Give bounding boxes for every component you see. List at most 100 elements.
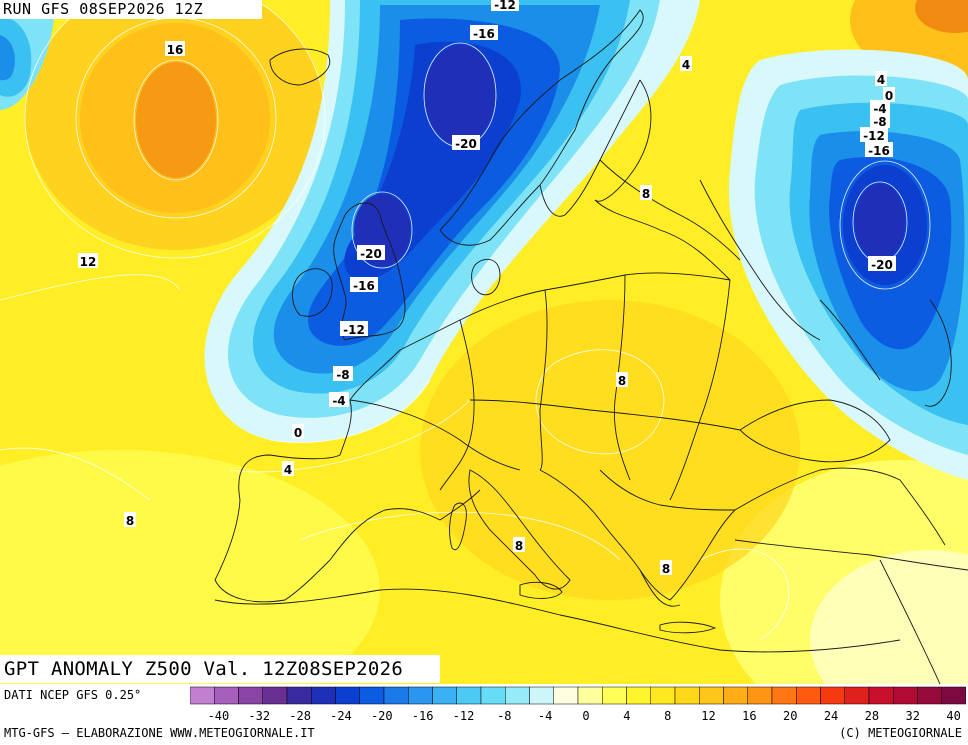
color-scale-cell bbox=[529, 686, 554, 705]
contour-label-bg bbox=[513, 537, 525, 552]
contour-label: -4 bbox=[873, 102, 886, 116]
contour-label-bg bbox=[124, 512, 136, 527]
contour-label: -4 bbox=[332, 394, 345, 408]
color-scale-cell bbox=[674, 686, 700, 705]
contour-label: 8 bbox=[618, 374, 626, 388]
color-scale-cell bbox=[602, 686, 627, 705]
color-scale-cell bbox=[893, 686, 918, 705]
color-scale-cell bbox=[383, 686, 409, 705]
color-scale-cell bbox=[553, 686, 579, 705]
contour-label: 12 bbox=[80, 255, 97, 269]
contour-label-bg bbox=[616, 372, 628, 387]
contour-label: 0 bbox=[294, 426, 302, 440]
contour-label-bg bbox=[875, 71, 887, 86]
color-scale-cell bbox=[505, 686, 530, 705]
credit-left: MTG-GFS – ELABORAZIONE WWW.METEOGIORNALE… bbox=[4, 726, 315, 740]
contour-label-bg bbox=[860, 127, 888, 142]
color-scale-cell bbox=[868, 686, 894, 705]
color-scale-cell bbox=[577, 686, 603, 705]
color-scale-tick-label: 16 bbox=[742, 709, 756, 723]
color-scale-cell bbox=[699, 686, 724, 705]
color-scale-legend: -40 -32 -28 -24 -20 -16 -12 -8 -4 0 4 8 12 16 20 24 28 32… bbox=[190, 686, 966, 723]
color-scale-cell bbox=[723, 686, 748, 705]
contour-label-bg bbox=[350, 277, 378, 292]
color-scale-cell bbox=[820, 686, 845, 705]
contour-label: -8 bbox=[873, 115, 886, 129]
contour-label: -16 bbox=[473, 27, 495, 41]
contour-label-bg bbox=[868, 256, 896, 271]
contour-label-bg bbox=[78, 253, 98, 268]
coastlines bbox=[214, 9, 968, 684]
color-scale-tick-label: 4 bbox=[623, 709, 630, 723]
contour-label-bg bbox=[640, 185, 652, 200]
contour-label-bg bbox=[660, 560, 672, 575]
contour-label-bg bbox=[452, 135, 480, 150]
color-scale-cell bbox=[359, 686, 385, 705]
color-scale-cell bbox=[796, 686, 821, 705]
color-scale-tick-label: 12 bbox=[701, 709, 715, 723]
color-scale-tick-label: -12 bbox=[453, 709, 475, 723]
contour-label-bg bbox=[470, 25, 498, 40]
contour-label: 0 bbox=[885, 89, 893, 103]
color-scale-tick-label: 8 bbox=[664, 709, 671, 723]
color-scale-tick-label: 20 bbox=[783, 709, 797, 723]
color-scale-cell bbox=[747, 686, 773, 705]
color-scale-cell bbox=[408, 686, 433, 705]
contour-label-bg bbox=[491, 0, 519, 11]
contour-label: -16 bbox=[353, 279, 375, 293]
color-scale-cell bbox=[190, 686, 215, 705]
color-scale-tick-label: 24 bbox=[824, 709, 838, 723]
run-label: RUN GFS 08SEP2026 12Z bbox=[0, 0, 262, 19]
contour-label: 8 bbox=[642, 187, 650, 201]
color-scale-cell bbox=[432, 686, 457, 705]
contour-label: -12 bbox=[863, 129, 885, 143]
contour-label-bg bbox=[329, 392, 349, 407]
color-scale-tick-label: 40 bbox=[946, 709, 960, 723]
color-scale-cell bbox=[335, 686, 360, 705]
contour-label-bg bbox=[340, 321, 368, 336]
color-scale-tick-label: 32 bbox=[906, 709, 920, 723]
contour-label: 8 bbox=[515, 539, 523, 553]
color-scale-cell bbox=[917, 686, 942, 705]
contour-label-bg bbox=[282, 461, 294, 476]
contour-label: 4 bbox=[682, 58, 690, 72]
contour-label: -8 bbox=[336, 368, 349, 382]
data-source-label: DATI NCEP GFS 0.25° bbox=[4, 688, 142, 702]
contour-label-bg bbox=[292, 424, 304, 439]
contour-label: -12 bbox=[343, 323, 365, 337]
contour-label: 16 bbox=[167, 43, 184, 57]
anomaly-map: 1612-12-16-204-20-16-12-8-4048888840-4-8… bbox=[0, 0, 968, 684]
color-scale-tick-label: -40 bbox=[208, 709, 230, 723]
contour-labels: 1612-12-16-204-20-16-12-8-4048888840-4-8… bbox=[78, 0, 896, 576]
color-scale-cell bbox=[626, 686, 651, 705]
contour-label: 4 bbox=[877, 73, 885, 87]
color-scale-cell bbox=[214, 686, 239, 705]
contour-label: 4 bbox=[284, 463, 292, 477]
contour-label-bg bbox=[870, 113, 890, 128]
footer: DATI NCEP GFS 0.25° -40 -32 -28 -24 -20 -16 -1… bbox=[0, 684, 968, 745]
contour-label-bg bbox=[883, 87, 895, 102]
trough-west bbox=[204, 0, 700, 443]
color-scale-cell bbox=[844, 686, 870, 705]
contour-label-bg bbox=[333, 366, 353, 381]
color-scale-cell bbox=[771, 686, 797, 705]
color-scale-tick-label: -8 bbox=[497, 709, 511, 723]
contour-label: 8 bbox=[126, 514, 134, 528]
color-scale-tick-label: -28 bbox=[289, 709, 311, 723]
contour-label-bg bbox=[865, 142, 893, 157]
color-scale-cell bbox=[941, 686, 966, 705]
contour-label: -20 bbox=[455, 137, 477, 151]
color-scale-tick-label: -20 bbox=[371, 709, 393, 723]
color-scale-cell bbox=[238, 686, 263, 705]
contour-label: -20 bbox=[360, 247, 382, 261]
contour-label-bg bbox=[680, 56, 692, 71]
color-scale-cell bbox=[286, 686, 312, 705]
color-scale-cell bbox=[480, 686, 506, 705]
color-scale-tick-label: 0 bbox=[582, 709, 589, 723]
contour-label-bg bbox=[165, 41, 185, 56]
color-scale-tick-label: 28 bbox=[865, 709, 879, 723]
map-title: GPT ANOMALY Z500 Val. 12Z08SEP2026 bbox=[0, 655, 440, 683]
color-scale-cell bbox=[262, 686, 288, 705]
color-scale-cell bbox=[311, 686, 336, 705]
